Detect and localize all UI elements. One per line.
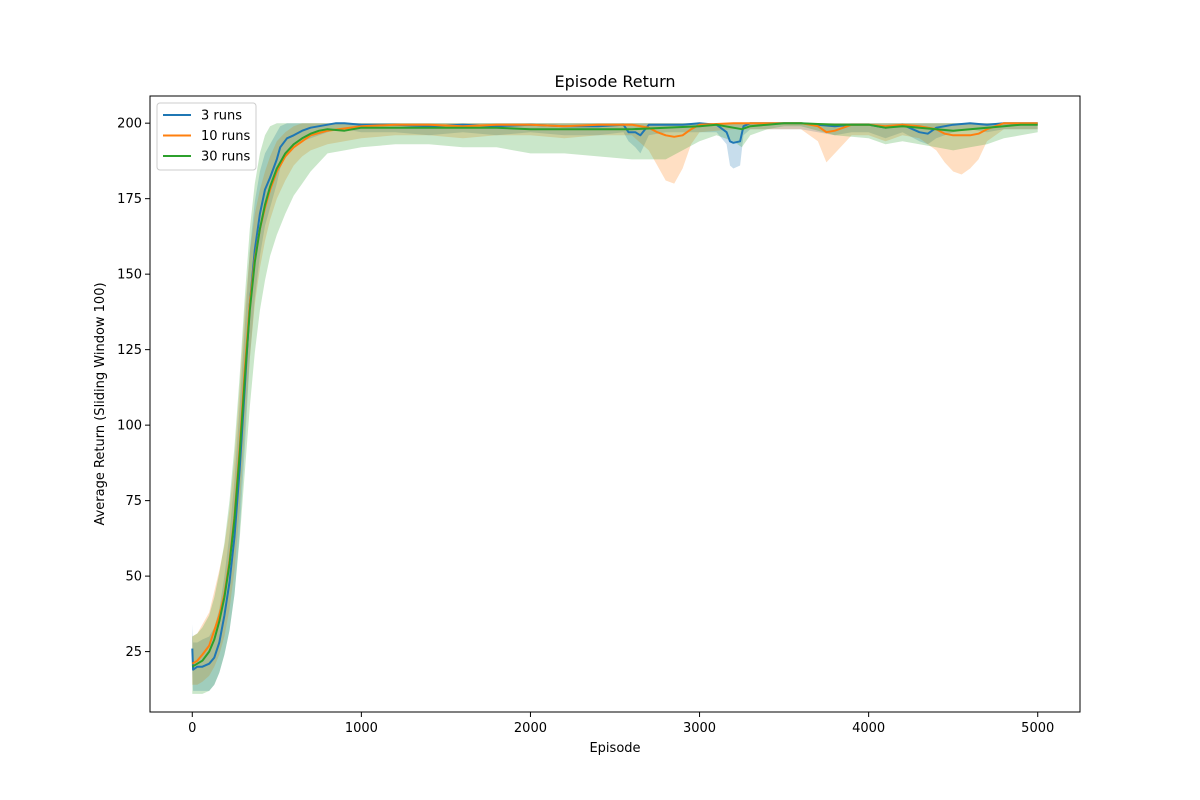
legend-box [156,102,257,171]
x-tick-label: 4000 [852,721,885,736]
y-tick-label: 50 [125,570,142,585]
x-tick-label: 0 [188,721,196,736]
x-tick-label: 3000 [683,721,716,736]
confidence-bands [192,123,1038,694]
y-tick-label: 150 [117,268,142,283]
legend-label-2: 10 runs [201,129,250,144]
legend-label-3: 30 runs [201,150,250,165]
series-lines [191,122,1038,671]
y-tick-label: 75 [125,494,142,509]
series-band-1 [192,123,1038,691]
x-tick-label: 5000 [1021,721,1054,736]
y-tick-label: 125 [117,343,142,358]
y-tick-label: 25 [125,645,142,660]
y-axis-ticks: 25 50 75 100 125 150 175 200 [117,117,150,660]
series-line-3 [191,122,1038,668]
y-tick-label: 100 [117,419,142,434]
x-axis-ticks: 0 1000 2000 3000 4000 5000 [188,712,1054,736]
chart-title: Episode Return [554,72,675,91]
series-band-2 [192,123,1038,685]
x-tick-label: 2000 [514,721,547,736]
y-tick-label: 175 [117,192,142,207]
x-axis-label: Episode [589,741,640,756]
legend-label-1: 3 runs [201,109,242,124]
y-tick-label: 200 [117,117,142,132]
legend: 3 runs 10 runs 30 runs [156,102,257,171]
series-band-3 [192,123,1038,694]
x-tick-label: 1000 [345,721,378,736]
y-axis-label: Average Return (Sliding Window 100) [93,282,108,525]
plot-frame [149,95,1081,713]
